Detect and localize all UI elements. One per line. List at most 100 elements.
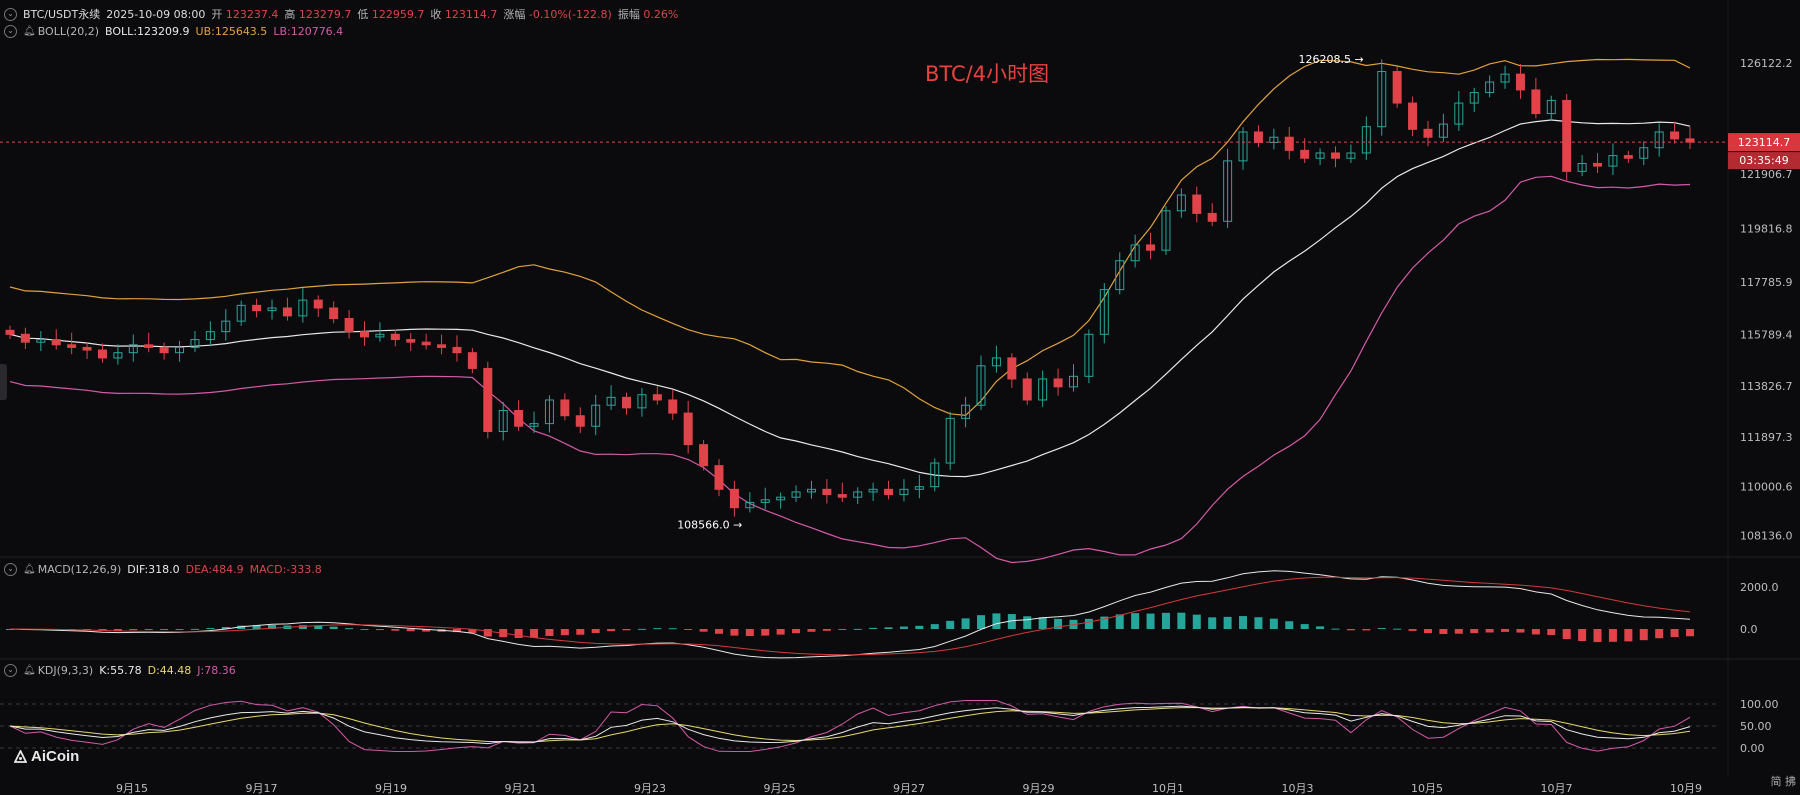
kdj-k-line: [9, 705, 1691, 745]
macd-bar: [961, 618, 970, 629]
macd-bar: [175, 629, 184, 630]
countdown-tag: [1728, 152, 1800, 170]
macd-bar: [530, 629, 539, 638]
candle-body: [945, 417, 955, 464]
candle-body: [1469, 92, 1479, 104]
y-tick-label: 113826.7: [1740, 380, 1793, 393]
macd-bar: [1300, 624, 1309, 629]
candle-body: [930, 462, 940, 488]
candle-body: [1223, 160, 1233, 222]
candle-body: [560, 399, 570, 417]
x-tick-label: 10月9: [1670, 782, 1702, 795]
macd-bar: [360, 629, 369, 630]
alert-bell-icon[interactable]: 🔔︎: [23, 564, 36, 575]
candle-body: [884, 488, 894, 496]
candle-body: [483, 367, 493, 433]
candle-body: [175, 346, 185, 354]
candle-body: [20, 333, 30, 343]
candle-body: [1454, 102, 1464, 125]
macd-hist-value: MACD:-333.8: [249, 563, 322, 576]
kdj-y-tick: 100.00: [1740, 698, 1779, 711]
alert-bell-icon[interactable]: 🔔︎: [23, 26, 36, 37]
candle-body: [452, 346, 462, 354]
macd-bar: [406, 629, 415, 632]
macd-bar: [622, 629, 631, 631]
kdj-d-line: [9, 706, 1691, 743]
collapse-icon[interactable]: ⌄: [4, 563, 17, 576]
macd-bar: [560, 629, 569, 636]
candle-body: [252, 304, 262, 312]
candle-body: [437, 344, 447, 348]
macd-bar: [792, 629, 801, 634]
side-panel-handle[interactable]: [0, 364, 7, 400]
boll-lower-band: [9, 175, 1691, 564]
macd-bar: [853, 628, 862, 630]
candle-body: [159, 346, 169, 354]
candle-body: [622, 396, 632, 409]
candle-body: [976, 365, 986, 406]
macd-bar: [1439, 629, 1448, 635]
boll-name: BOLL(20,2): [37, 25, 100, 38]
x-tick-label: 10月3: [1282, 782, 1314, 795]
candle-body: [729, 488, 739, 509]
x-tick-label: 9月27: [893, 782, 925, 795]
macd-bar: [1578, 629, 1587, 642]
kdj-y-tick: 0.00: [1740, 742, 1765, 755]
last-price-tag: [1728, 133, 1800, 152]
candle-body: [1207, 212, 1217, 222]
candle-body: [668, 399, 678, 414]
macd-bar: [1531, 629, 1540, 635]
candle-body: [1346, 152, 1356, 159]
macd-bar: [915, 625, 924, 629]
candle-body: [82, 346, 92, 351]
candle-body: [344, 318, 354, 333]
candle-body: [1608, 155, 1618, 167]
candle-body: [853, 491, 863, 498]
candle-body: [329, 307, 339, 320]
y-tick-label: 121906.7: [1740, 168, 1793, 181]
x-tick-label: 9月23: [634, 782, 666, 795]
high-annotation: 126208.5 →: [1299, 53, 1364, 66]
candle-body: [190, 339, 200, 348]
candle-body: [991, 357, 1001, 367]
candle-body: [267, 307, 277, 312]
candle-body: [67, 344, 77, 348]
macd-bar: [1346, 629, 1355, 631]
collapse-icon[interactable]: ⌄: [4, 25, 17, 38]
candle-body: [1331, 152, 1341, 159]
macd-bar: [1608, 629, 1617, 642]
candle-body: [1531, 89, 1541, 115]
alert-bell-icon[interactable]: 🔔︎: [23, 665, 36, 676]
macd-bar: [483, 629, 492, 637]
candle-body: [1377, 71, 1387, 128]
candle-body: [514, 409, 524, 427]
candle-body: [1253, 131, 1263, 143]
candle-body: [113, 352, 123, 359]
candle-body: [128, 344, 138, 354]
x-tick-label: 10月5: [1411, 782, 1443, 795]
macd-bar: [776, 629, 785, 635]
candle-body: [637, 394, 647, 409]
candle-body: [1546, 99, 1556, 115]
candle-body: [1022, 378, 1032, 401]
corner-label[interactable]: 简 拂: [1770, 775, 1797, 788]
candle-body: [1130, 244, 1140, 262]
y-tick-label: 126122.2: [1740, 57, 1793, 70]
candle-body: [914, 486, 924, 490]
collapse-icon[interactable]: ⌄: [4, 7, 17, 21]
macd-bar: [1408, 629, 1417, 631]
macd-bar: [1516, 629, 1525, 633]
candle-body: [1361, 126, 1371, 154]
x-tick-label: 9月29: [1023, 782, 1055, 795]
boll-header: ⌄ 🔔︎ BOLL(20,2) BOLL:123209.9 UB:125643.…: [4, 25, 343, 38]
candle-body: [1408, 102, 1418, 130]
macd-bar: [884, 627, 893, 629]
change-label: 涨幅: [503, 8, 526, 21]
candle-body: [1593, 162, 1603, 167]
macd-bar: [1054, 618, 1063, 629]
collapse-icon[interactable]: ⌄: [4, 664, 17, 677]
candle-body: [282, 307, 292, 317]
macd-bar: [1239, 616, 1248, 629]
candle-body: [776, 496, 786, 501]
